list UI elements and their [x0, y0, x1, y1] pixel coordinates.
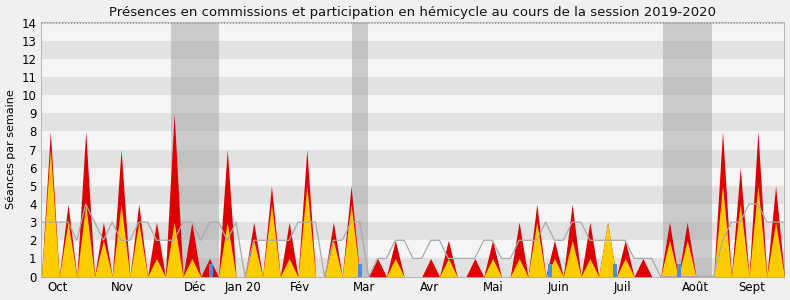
- Bar: [678, 264, 682, 277]
- Bar: [41, 186, 784, 204]
- Bar: [613, 264, 617, 277]
- Bar: [41, 95, 784, 113]
- Bar: [41, 22, 784, 40]
- Bar: [358, 264, 362, 277]
- Bar: [352, 22, 367, 277]
- Bar: [41, 149, 784, 168]
- Bar: [41, 222, 784, 240]
- Bar: [41, 168, 784, 186]
- Bar: [41, 204, 784, 222]
- Bar: [171, 22, 219, 277]
- Bar: [41, 131, 784, 149]
- Bar: [41, 113, 784, 131]
- Bar: [664, 22, 712, 277]
- Bar: [41, 77, 784, 95]
- Bar: [41, 59, 784, 77]
- Title: Présences en commissions et participation en hémicycle au cours de la session 20: Présences en commissions et participatio…: [110, 6, 717, 19]
- Bar: [548, 264, 552, 277]
- Bar: [41, 40, 784, 59]
- Bar: [41, 258, 784, 277]
- Y-axis label: Séances par semaine: Séances par semaine: [6, 90, 16, 209]
- Bar: [41, 240, 784, 258]
- Bar: [209, 264, 213, 277]
